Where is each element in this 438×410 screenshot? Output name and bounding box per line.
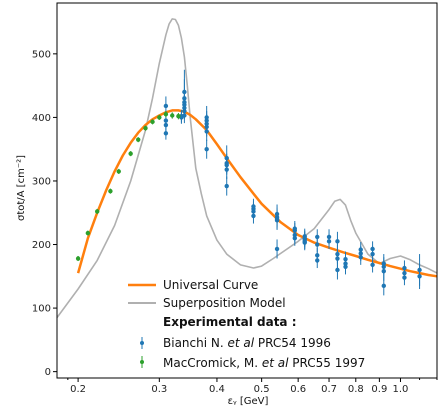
data-point-maccromick [136, 137, 140, 141]
data-point-bianchi [359, 247, 363, 251]
x-axis: 0.2 0.3 0.4 0.5 0.6 0.7 0.8 0.9 1.0 [68, 378, 437, 395]
data-point-bianchi [204, 115, 208, 119]
data-point-bianchi [164, 118, 168, 122]
x-tick-label: 0.7 [321, 384, 337, 395]
data-point-bianchi [370, 263, 374, 267]
data-point-bianchi [315, 253, 319, 257]
data-point-bianchi [275, 212, 279, 216]
legend-label-bianchi: Bianchi N. et al PRC54 1996 [163, 336, 331, 350]
data-point-bianchi [164, 104, 168, 108]
series-line-universal-curve [78, 110, 437, 276]
y-tick-label: 500 [32, 49, 51, 60]
x-tick-label: 0.5 [254, 384, 270, 395]
legend: Universal Curve Superposition Model Expe… [128, 278, 365, 370]
data-point-maccromick [76, 256, 80, 260]
data-point-bianchi [204, 147, 208, 151]
data-point-maccromick [170, 113, 174, 117]
data-point-maccromick [128, 151, 132, 155]
data-point-bianchi [225, 184, 229, 188]
data-point-bianchi [275, 247, 279, 251]
data-point-bianchi [293, 226, 297, 230]
data-point-bianchi [327, 235, 331, 239]
data-point-bianchi [382, 284, 386, 288]
series-line-superposition-model [57, 19, 437, 318]
y-axis: 0 100 200 300 400 500 [32, 49, 57, 378]
x-tick-label: 0.4 [209, 384, 225, 395]
data-point-bianchi [382, 261, 386, 265]
legend-label-universal: Universal Curve [163, 278, 258, 292]
y-tick-label: 300 [32, 176, 51, 187]
x-tick-label: 1.0 [393, 384, 409, 395]
data-point-bianchi [315, 235, 319, 239]
legend-label-superposition: Superposition Model [163, 296, 286, 310]
data-point-bianchi [343, 257, 347, 261]
data-point-bianchi [164, 131, 168, 135]
data-point-maccromick [108, 189, 112, 193]
data-point-bianchi [251, 204, 255, 208]
legend-heading: Experimental data : [163, 315, 297, 329]
y-tick-label: 200 [32, 240, 51, 251]
data-point-maccromick [150, 120, 154, 124]
x-tick-label: 0.8 [348, 384, 364, 395]
data-point-maccromick [117, 169, 121, 173]
data-point-maccromick [95, 209, 99, 213]
x-tick-label: 0.9 [371, 384, 387, 395]
data-point-maccromick [176, 114, 180, 118]
x-tick-label: 0.6 [290, 384, 306, 395]
data-point-bianchi [335, 252, 339, 256]
y-axis-label: σtot/A [cm⁻²] [16, 155, 27, 221]
data-point-bianchi [182, 90, 186, 94]
x-axis-label: εᵧ [GeV] [228, 396, 269, 407]
data-point-maccromick [157, 115, 161, 119]
data-point-maccromick [86, 231, 90, 235]
data-point-bianchi [335, 239, 339, 243]
data-point-bianchi [303, 234, 307, 238]
x-tick-label: 0.2 [70, 384, 86, 395]
data-point-bianchi [370, 247, 374, 251]
y-tick-label: 400 [32, 113, 51, 124]
y-tick-label: 100 [32, 304, 51, 315]
legend-swatch-bianchi [140, 337, 144, 349]
data-point-bianchi [225, 156, 229, 160]
y-tick-label: 0 [45, 367, 51, 378]
data-point-maccromick [164, 112, 168, 116]
data-point-bianchi [402, 266, 406, 270]
data-point-bianchi [417, 268, 421, 272]
data-point-maccromick [143, 126, 147, 130]
x-tick-label: 0.3 [151, 384, 167, 395]
legend-label-maccromick: MacCromick, M. et al PRC55 1997 [163, 356, 365, 370]
legend-swatch-maccromick [140, 356, 144, 368]
data-point-bianchi [335, 268, 339, 272]
